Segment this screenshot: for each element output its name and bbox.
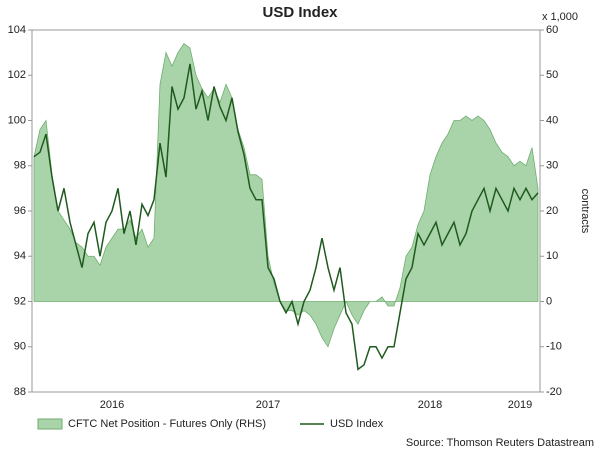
x-tick-label: 2019 — [508, 399, 532, 411]
source: Source: Thomson Reuters Datastream — [406, 437, 594, 449]
y-tick-label: 102 — [8, 69, 26, 81]
y2-tick-label: 50 — [546, 69, 558, 81]
x-tick-label: 2017 — [256, 399, 280, 411]
y2-tick-label: -20 — [546, 386, 562, 398]
y2-tick-label: 0 — [546, 295, 552, 307]
y-tick-label: 88 — [14, 386, 26, 398]
y2-tick-label: 40 — [546, 114, 558, 126]
legend-swatch — [37, 418, 63, 430]
y-tick-label: 92 — [14, 295, 26, 307]
y-tick-label: 94 — [14, 250, 26, 262]
chart-title: USD Index — [262, 4, 338, 21]
legend-label: CFTC Net Position - Futures Only (RHS) — [68, 418, 266, 430]
y-tick-label: 90 — [14, 341, 26, 353]
x-tick-label: 2016 — [100, 399, 124, 411]
y2-tick-label: 20 — [546, 205, 558, 217]
y2-tick-label: 30 — [546, 160, 558, 172]
y-tick-label: 98 — [14, 160, 26, 172]
y2-unit: x 1,000 — [542, 11, 578, 23]
y2-tick-label: 60 — [546, 24, 558, 36]
x-tick-label: 2018 — [418, 399, 442, 411]
line — [33, 63, 539, 371]
y-tick-label: 96 — [14, 205, 26, 217]
y2-axis-label: contracts — [579, 189, 591, 234]
area — [33, 42, 539, 348]
y2-tick-label: -10 — [546, 341, 562, 353]
legend-label: USD Index — [330, 418, 384, 430]
y-tick-label: 104 — [8, 24, 26, 36]
y-tick-label: 100 — [8, 114, 26, 126]
y2-tick-label: 10 — [546, 250, 558, 262]
